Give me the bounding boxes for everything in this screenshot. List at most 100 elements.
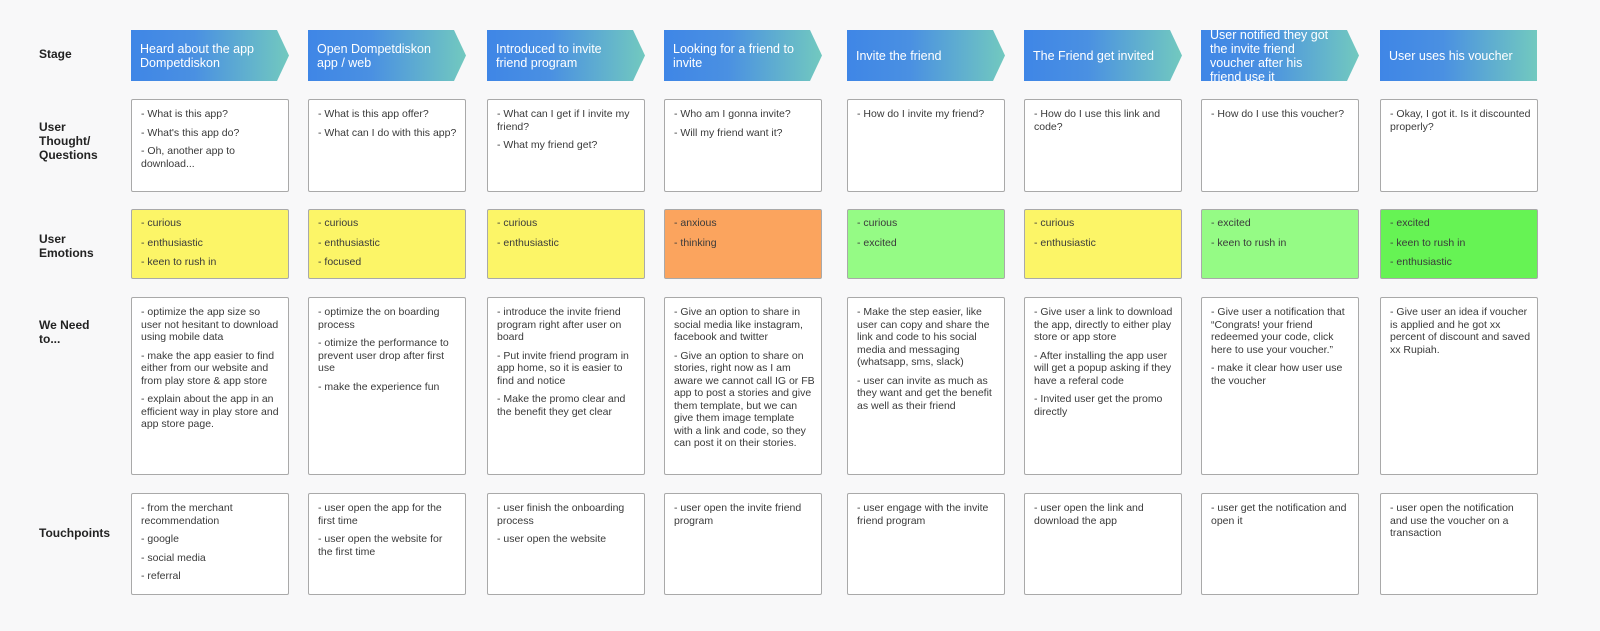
thought-card-3: - What can I get if I invite my friend? -… — [487, 99, 645, 192]
touchpoint-item: - user open the invite friend program — [674, 502, 802, 527]
emotion-item: - excited — [1390, 217, 1430, 229]
need-item: - make the experience fun — [318, 380, 440, 393]
emotion-item: - enthusiastic — [1034, 236, 1096, 249]
emotion-card-8: - excited - keen to rush in - enthusiastic — [1380, 209, 1538, 279]
touchpoint-card-4: - user open the invite friend program — [664, 493, 822, 595]
row-label-thought: User Thought/ Questions — [39, 120, 98, 162]
row-label-need: We Need to... — [39, 318, 90, 346]
thought-item: - What is this app? — [141, 108, 228, 120]
need-item: - Give user an idea if voucher is applie… — [1390, 306, 1531, 356]
emotion-item: - focused — [318, 256, 362, 268]
touchpoint-item: - referral — [141, 570, 181, 582]
touchpoint-card-2: - user open the app for the first time - … — [308, 493, 466, 595]
touchpoint-card-1: - from the merchant recommendation - goog… — [131, 493, 289, 595]
stage-label: User uses his voucher — [1389, 48, 1513, 63]
row-label-touchpoints: Touchpoints — [39, 526, 111, 540]
stage-label: Looking for a friend to invite — [673, 41, 794, 70]
thought-card-6: - How do I use this link and code? — [1024, 99, 1182, 192]
stage-label: Invite the friend — [856, 48, 942, 63]
emotion-card-7: - excited - keen to rush in — [1201, 209, 1359, 279]
thought-item: - What can I do with this app? — [318, 126, 457, 139]
emotion-card-3: - curious - enthusiastic — [487, 209, 645, 279]
thought-item: - Will my friend want it? — [674, 126, 783, 139]
thought-card-2: - What is this app offer? - What can I do… — [308, 99, 466, 192]
stage-6: The Friend get invited — [1024, 30, 1182, 81]
thought-card-7: - How do I use this voucher? — [1201, 99, 1359, 192]
need-item: - optimize the on boarding process — [318, 306, 440, 331]
thought-card-5: - How do I invite my friend? — [847, 99, 1005, 192]
emotion-item: - enthusiastic — [1390, 256, 1452, 268]
emotion-card-4: - anxious - thinking — [664, 209, 822, 279]
thought-card-4: - Who am I gonna invite? - Will my friend… — [664, 99, 822, 192]
emotion-item: - curious — [1034, 217, 1075, 229]
need-card-1: - optimize the app size so user not hesi… — [131, 297, 289, 475]
need-card-3: - introduce the invite friend program ri… — [487, 297, 645, 475]
thought-card-1: - What is this app? - What's this app do?… — [131, 99, 289, 192]
stage-label: User notified they got the invite friend… — [1210, 27, 1329, 84]
need-item: - make it clear how user use the voucher — [1211, 362, 1343, 387]
touchpoint-item: - user open the notification and use the… — [1390, 502, 1514, 539]
stage-label: The Friend get invited — [1033, 48, 1154, 63]
need-item: - make the app easier to find either fro… — [141, 349, 275, 387]
emotion-item: - curious — [318, 217, 359, 229]
need-item: - Make the promo clear and the benefit t… — [497, 393, 626, 418]
thought-item: - What is this app offer? — [318, 108, 429, 120]
need-item: - Invited user get the promo directly — [1034, 393, 1163, 418]
emotion-card-1: - curious - enthusiastic - keen to rush in — [131, 209, 289, 279]
touchpoint-card-7: - user get the notification and open it — [1201, 493, 1359, 595]
stage-5: Invite the friend — [847, 30, 1005, 81]
need-card-8: - Give user an idea if voucher is applie… — [1380, 297, 1538, 475]
emotion-card-5: - curious - excited — [847, 209, 1005, 279]
emotion-item: - keen to rush in — [1211, 236, 1287, 249]
need-card-4: - Give an option to share in social medi… — [664, 297, 822, 475]
row-label-emotions: User Emotions — [39, 232, 94, 260]
need-card-7: - Give user a notification that “Congrat… — [1201, 297, 1359, 475]
emotion-item: - excited — [1211, 217, 1251, 229]
need-item: - explain about the app in an efficient … — [141, 393, 279, 430]
thought-item: - What's this app do? — [141, 126, 240, 139]
stage-4: Looking for a friend to invite — [664, 30, 822, 81]
stage-label: Open Dompetdiskon app / web — [317, 41, 431, 70]
need-item: - Give user a notification that “Congrat… — [1211, 306, 1345, 356]
touchpoint-item: - from the merchant recommendation — [141, 502, 233, 527]
emotion-item: - curious — [857, 217, 898, 229]
need-item: - introduce the invite friend program ri… — [497, 306, 622, 343]
touchpoint-item: - google — [141, 533, 179, 545]
emotion-item: - excited — [857, 236, 897, 249]
thought-item: - What can I get if I invite my friend? — [497, 108, 630, 133]
thought-item: - What my friend get? — [497, 139, 598, 151]
touchpoint-item: - user open the app for the first time — [318, 502, 442, 527]
thought-item: - How do I use this link and code? — [1034, 108, 1161, 133]
row-label-stage: Stage — [39, 47, 72, 61]
stage-3: Introduced to invite friend program — [487, 30, 645, 81]
stage-label: Heard about the app Dompetdiskon — [140, 41, 254, 70]
thought-item: - Who am I gonna invite? — [674, 108, 791, 120]
stage-2: Open Dompetdiskon app / web — [308, 30, 466, 81]
need-item: - Give user a link to download the app, … — [1034, 306, 1173, 343]
need-item: - Give an option to share in social medi… — [674, 306, 803, 343]
emotion-card-6: - curious - enthusiastic — [1024, 209, 1182, 279]
need-item: - optimize the app size so user not hesi… — [141, 306, 279, 343]
need-card-2: - optimize the on boarding process - otim… — [308, 297, 466, 475]
emotion-item: - anxious — [674, 217, 717, 229]
touchpoint-card-8: - user open the notification and use the… — [1380, 493, 1538, 595]
emotion-item: - thinking — [674, 236, 717, 249]
need-item: - Put invite friend program in app home,… — [497, 349, 629, 387]
stage-7: User notified they got the invite friend… — [1201, 30, 1359, 81]
need-item: - otimize the performance to prevent use… — [318, 337, 449, 374]
emotion-item: - keen to rush in — [1390, 236, 1466, 249]
need-item: - After installing the app user will get… — [1034, 349, 1172, 387]
thought-card-8: - Okay, I got it. Is it discounted prope… — [1380, 99, 1538, 192]
touchpoint-card-5: - user engage with the invite friend pro… — [847, 493, 1005, 595]
touchpoint-item: - user open the website — [497, 533, 607, 545]
thought-item: - How do I invite my friend? — [857, 108, 985, 120]
need-card-5: - Make the step easier, like user can co… — [847, 297, 1005, 475]
stage-8: User uses his voucher — [1380, 30, 1537, 81]
emotion-item: - enthusiastic — [497, 236, 559, 249]
touchpoint-item: - user engage with the invite friend pro… — [857, 502, 989, 527]
touchpoint-item: - user finish the onboarding process — [497, 502, 625, 527]
thought-item: - Oh, another app to download... — [141, 145, 235, 170]
touchpoint-item: - user open the website for the first ti… — [318, 533, 443, 558]
stage-label: Introduced to invite friend program — [496, 41, 602, 70]
need-item: - Make the step easier, like user can co… — [857, 306, 990, 368]
